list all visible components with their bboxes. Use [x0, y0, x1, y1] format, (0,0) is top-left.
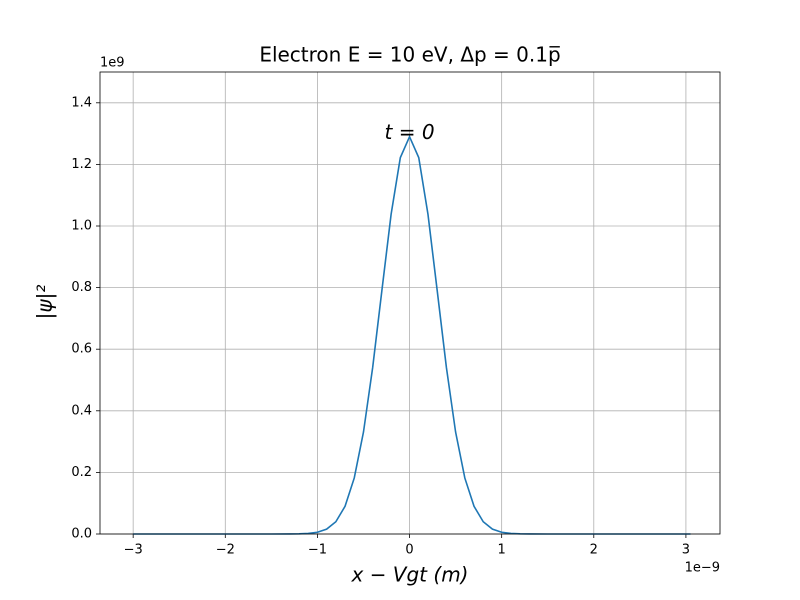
x-tick-label: 0 — [405, 543, 413, 558]
y-tick-label: 0.4 — [71, 403, 92, 418]
plot-frame — [99, 71, 721, 535]
data-line — [133, 134, 691, 535]
y-axis-label: |ψ|² — [33, 285, 57, 320]
x-offset-label: 1e−9 — [685, 561, 720, 576]
y-offset-label: 1e9 — [100, 56, 125, 71]
y-tick-label: 1.4 — [71, 95, 92, 110]
x-tick-label: −2 — [216, 543, 235, 558]
annotation: t = 0 — [385, 120, 435, 144]
chart-title: Electron E = 10 eV, Δp = 0.1p̅ — [259, 43, 560, 67]
y-tick-label: 1.0 — [71, 219, 92, 234]
x-tick-label: 2 — [590, 543, 598, 558]
y-tick-label: 0.2 — [71, 465, 92, 480]
y-tick-label: 0.6 — [71, 342, 92, 357]
x-tick-label: −3 — [124, 543, 143, 558]
x-tick-label: 3 — [682, 543, 690, 558]
y-tick-label: 0.8 — [71, 280, 92, 295]
y-tick-label: 0.0 — [71, 527, 92, 542]
x-axis-label: x − Vgt (m) — [351, 563, 469, 587]
x-tick-label: 1 — [498, 543, 506, 558]
y-tick-label: 1.2 — [71, 157, 92, 172]
x-tick-label: −1 — [308, 543, 327, 558]
